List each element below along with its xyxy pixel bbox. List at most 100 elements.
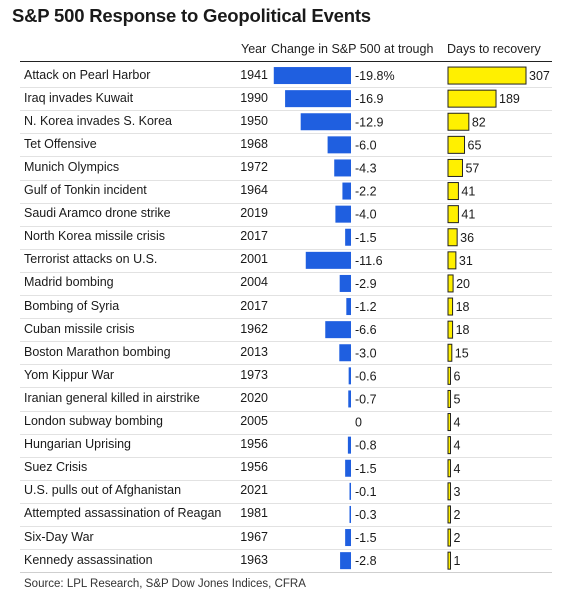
change-bar [345, 459, 351, 477]
days-value-label: 31 [459, 254, 473, 268]
event-year: 1973 [240, 367, 268, 382]
event-year: 2013 [240, 344, 268, 359]
days-bar [447, 112, 470, 131]
year-column-header: Year [241, 42, 267, 56]
days-bar [447, 389, 451, 408]
row-divider [20, 456, 552, 458]
row-divider [20, 87, 552, 89]
days-value-label: 1 [454, 554, 461, 568]
event-year: 2005 [240, 414, 268, 429]
days-value-label: 18 [456, 300, 470, 314]
days-value-label: 36 [460, 231, 474, 245]
event-year: 1950 [240, 113, 268, 128]
days-value-label: 189 [499, 92, 520, 106]
event-label: Six-Day War [24, 529, 94, 544]
event-label: London subway bombing [24, 414, 163, 429]
event-label: Bombing of Syria [24, 298, 120, 313]
days-value-label: 4 [454, 416, 461, 430]
event-label: North Korea missile crisis [24, 229, 166, 244]
change-value-label: -0.3 [355, 508, 377, 522]
change-value-label: -1.5 [355, 531, 377, 545]
event-label: Munich Olympics [24, 159, 120, 174]
event-year: 1981 [240, 506, 268, 521]
change-bar [305, 251, 351, 269]
event-label: Cuban missile crisis [24, 321, 135, 336]
days-bar [447, 251, 457, 270]
days-bar [447, 551, 451, 570]
days-bar [447, 297, 454, 316]
event-year: 1963 [240, 552, 268, 567]
event-year: 2021 [240, 483, 268, 498]
days-value-label: 3 [454, 485, 461, 499]
row-divider [20, 156, 552, 158]
days-value-label: 41 [461, 208, 475, 222]
row-divider [20, 433, 552, 435]
days-bar [447, 436, 451, 455]
event-year: 2017 [240, 298, 268, 313]
event-label: Gulf of Tonkin incident [24, 183, 147, 198]
event-year: 1941 [240, 67, 268, 82]
days-bar [447, 89, 497, 108]
change-value-label: -11.6 [355, 254, 383, 268]
change-bar [348, 367, 351, 385]
days-bar [447, 459, 451, 478]
change-value-label: -0.7 [355, 392, 377, 406]
days-bar [447, 482, 451, 501]
event-label: Saudi Aramco drone strike [24, 206, 171, 221]
change-bar [347, 436, 351, 454]
row-divider [20, 110, 552, 112]
event-year: 2001 [240, 252, 268, 267]
change-value-label: -2.8 [355, 554, 377, 568]
days-bar [447, 228, 458, 247]
event-label: Yom Kippur War [24, 367, 115, 382]
change-bar [327, 136, 351, 154]
change-value-label: -12.9 [355, 115, 384, 129]
source-note: Source: LPL Research, S&P Dow Jones Indi… [24, 578, 306, 590]
event-label: Iraq invades Kuwait [24, 90, 134, 105]
change-bar [334, 159, 351, 177]
event-year: 1967 [240, 529, 268, 544]
event-year: 2017 [240, 229, 268, 244]
event-label: Boston Marathon bombing [24, 344, 171, 359]
days-bar [447, 182, 459, 201]
change-bar [346, 298, 351, 316]
change-bar [342, 182, 351, 200]
days-bar [447, 205, 459, 224]
chart-title: S&P 500 Response to Geopolitical Events [12, 5, 371, 26]
days-value-label: 5 [454, 392, 461, 406]
change-bar [339, 344, 351, 362]
change-bar [325, 321, 351, 339]
row-divider [20, 410, 552, 412]
row-divider [20, 526, 552, 527]
row-divider [20, 179, 552, 181]
change-bar [335, 205, 351, 223]
change-value-label: -4.0 [355, 208, 377, 222]
change-value-label: -0.8 [355, 439, 377, 453]
days-bar [447, 135, 466, 154]
days-value-label: 65 [468, 138, 482, 152]
change-value-label: -1.5 [355, 462, 377, 476]
row-divider [20, 133, 552, 135]
change-value-label: -16.9 [355, 92, 384, 106]
change-value-label: -1.5 [355, 231, 377, 245]
header-divider [20, 61, 552, 62]
row-divider [20, 502, 552, 504]
row-divider [20, 248, 552, 250]
change-bar [349, 505, 351, 523]
change-bar [348, 390, 351, 408]
change-value-label: -0.1 [355, 485, 377, 499]
row-divider [20, 318, 552, 320]
event-label: Attack on Pearl Harbor [24, 67, 151, 82]
change-bar [345, 228, 351, 246]
days-bar [447, 320, 454, 339]
event-label: N. Korea invades S. Korea [24, 113, 172, 128]
event-label: Terrorist attacks on U.S. [24, 252, 158, 267]
event-year: 2019 [240, 206, 268, 221]
days-bar [447, 413, 451, 432]
event-label: U.S. pulls out of Afghanistan [24, 483, 182, 498]
days-column-header: Days to recovery [447, 42, 541, 56]
days-bar [447, 528, 451, 547]
change-value-label: -2.2 [355, 185, 377, 199]
event-label: Tet Offensive [24, 136, 97, 151]
change-bar [300, 113, 351, 131]
